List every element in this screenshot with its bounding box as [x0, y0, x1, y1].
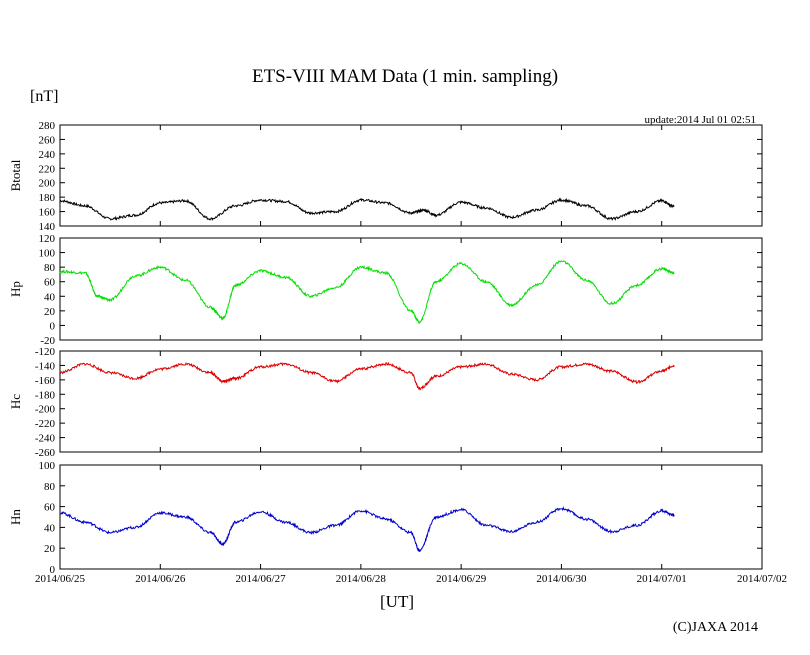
y-tick-label: 0: [50, 320, 56, 332]
y-tick-label: 240: [39, 149, 56, 161]
x-tick-label: 2014/06/26: [135, 573, 186, 585]
y-tick-label: -20: [40, 335, 55, 347]
y-tick-label: 140: [39, 221, 56, 233]
y-unit-label: [nT]: [30, 88, 59, 105]
panel-frame: [59, 350, 763, 453]
y-tick-label: 80: [44, 481, 56, 493]
y-tick-label: 20: [44, 306, 56, 318]
panel-frame: [59, 464, 763, 570]
y-axis-label: Hc: [8, 394, 23, 409]
y-axis-label: Btotal: [8, 159, 23, 191]
update-timestamp: update:2014 Jul 01 02:51: [644, 114, 756, 126]
y-tick-label: 60: [44, 502, 56, 514]
x-tick-label: 2014/07/01: [637, 573, 687, 585]
y-tick-label: 40: [44, 522, 56, 534]
y-tick-label: -180: [35, 389, 56, 401]
chart-title: ETS-VIII MAM Data (1 min. sampling): [251, 66, 559, 87]
y-tick-label: 160: [39, 207, 56, 219]
x-tick-label: 2014/06/25: [35, 573, 86, 585]
x-tick-label: 2014/06/28: [336, 573, 387, 585]
y-tick-label: 40: [44, 291, 56, 303]
y-axis-label: Hn: [8, 509, 23, 525]
y-tick-label: 120: [39, 233, 56, 245]
y-tick-label: 200: [39, 178, 56, 190]
series-line-hp: [59, 260, 675, 325]
y-tick-label: 220: [39, 163, 56, 175]
y-tick-label: -120: [35, 346, 56, 358]
y-tick-label: -140: [35, 360, 56, 372]
y-tick-label: 100: [39, 460, 56, 472]
y-tick-label: -260: [35, 447, 56, 459]
y-tick-label: 60: [44, 277, 56, 289]
y-tick-label: 100: [39, 248, 56, 260]
y-tick-label: -220: [35, 418, 56, 430]
panel-frame: [59, 124, 763, 227]
series-line-hn: [59, 506, 675, 553]
x-tick-label: 2014/06/30: [536, 573, 587, 585]
y-tick-label: 180: [39, 192, 56, 204]
y-tick-label: 280: [39, 120, 56, 132]
x-tick-label: 2014/06/27: [236, 573, 287, 585]
y-tick-label: -160: [35, 375, 56, 387]
series-line-btotal: [59, 197, 675, 222]
x-tick-label: 2014/06/29: [436, 573, 487, 585]
y-tick-label: 80: [44, 262, 56, 274]
copyright-text: (C)JAXA 2014: [672, 620, 758, 635]
series-line-hc: [59, 361, 675, 391]
y-axis-label: Hp: [8, 281, 23, 297]
y-tick-label: 0: [50, 564, 56, 576]
y-tick-label: -200: [35, 404, 56, 416]
x-tick-label: 2014/07/02: [737, 573, 787, 585]
x-axis-label: [UT]: [380, 592, 414, 611]
y-tick-label: 20: [44, 543, 56, 555]
y-tick-label: -240: [35, 433, 56, 445]
y-tick-label: 260: [39, 134, 56, 146]
panel-frame: [59, 237, 763, 341]
